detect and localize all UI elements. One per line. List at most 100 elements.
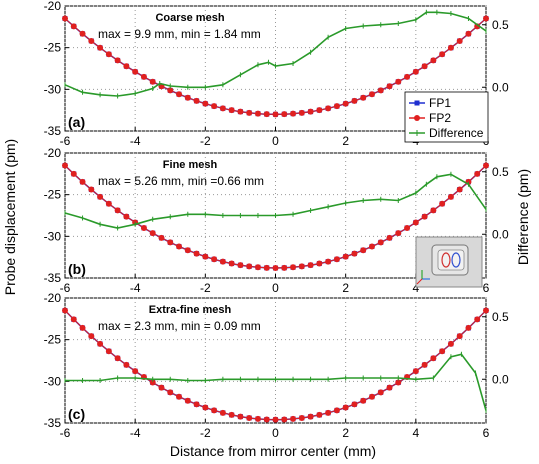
fp2-point <box>421 213 428 220</box>
fp2-point <box>149 379 156 386</box>
fp2-point <box>88 333 95 340</box>
fp2-point <box>219 105 226 112</box>
fp2-point <box>176 243 183 250</box>
fp2-point <box>149 230 156 237</box>
x-tick-label: -2 <box>200 426 211 440</box>
y-right-tick-label: 0.5 <box>492 310 509 324</box>
y-axis-left-label: Probe displacement (pm) <box>2 139 18 295</box>
fp2-point <box>483 15 489 22</box>
fp2-point <box>114 57 121 64</box>
fp2-point <box>307 108 314 115</box>
fp2-point <box>123 63 130 70</box>
fp2-point <box>97 44 104 51</box>
fp2-point <box>88 37 95 44</box>
fp2-point <box>184 397 191 404</box>
x-tick-label: 0 <box>272 134 279 148</box>
fp2-point <box>105 348 112 355</box>
fp2-point <box>281 416 288 423</box>
fp2-point <box>193 97 200 104</box>
fp2-point <box>325 258 332 265</box>
x-tick-label: -4 <box>130 281 141 295</box>
x-axis-label: Distance from mirror center (mm) <box>170 443 376 459</box>
fp2-point <box>176 91 183 98</box>
fp2-point <box>430 207 437 214</box>
fp2-point <box>447 340 454 347</box>
fp2-point <box>70 170 77 177</box>
panel-label: (b) <box>68 261 86 277</box>
fp2-point <box>114 355 121 362</box>
x-tick-label: 2 <box>342 426 349 440</box>
fp2-point <box>360 247 367 254</box>
panel-label: (c) <box>68 406 85 422</box>
fp2-point <box>263 416 270 423</box>
fp2-point <box>132 368 139 375</box>
y-left-tick-label: -30 <box>44 82 62 96</box>
fp2-point <box>79 178 86 185</box>
fp2-point <box>105 200 112 207</box>
fp2-point <box>88 186 95 193</box>
panel-title: Fine mesh <box>163 159 218 171</box>
fp2-point <box>184 94 191 101</box>
x-tick-label: -4 <box>130 426 141 440</box>
y-left-tick-label: -25 <box>44 41 62 55</box>
fp2-point <box>360 397 367 404</box>
x-tick-label: 2 <box>342 134 349 148</box>
x-tick-label: 2 <box>342 281 349 295</box>
fp2-point <box>167 239 174 246</box>
fp2-point <box>202 100 209 107</box>
fp2-point <box>246 414 253 421</box>
fp2-point <box>430 57 437 64</box>
fp2-point <box>465 30 472 37</box>
fp2-point <box>316 107 323 114</box>
panel-subtitle: max = 5.26 mm, min =0.66 mm <box>98 174 264 188</box>
fp2-point <box>202 253 209 260</box>
fp2-point <box>254 110 261 117</box>
fp2-point <box>272 111 279 118</box>
fp2-point <box>228 260 235 267</box>
fp2-point <box>351 97 358 104</box>
fp2-point <box>377 239 384 246</box>
fp2-point <box>79 30 86 37</box>
fp2-point <box>167 87 174 94</box>
fp2-point <box>237 413 244 420</box>
x-tick-label: -2 <box>200 134 211 148</box>
fp2-point <box>211 407 218 414</box>
legend-label: FP1 <box>429 96 451 110</box>
fp2-point <box>219 409 226 416</box>
fp2-point <box>79 324 86 331</box>
plot-frame <box>64 297 487 424</box>
fp2-point <box>474 316 481 323</box>
fp2-point <box>447 44 454 51</box>
y-right-tick-label: 0.0 <box>492 372 509 386</box>
fp2-point <box>290 264 297 271</box>
legend-label: FP2 <box>429 111 451 125</box>
fp2-point <box>325 105 332 112</box>
fp2-point <box>254 415 261 422</box>
y-left-tick-label: -25 <box>44 188 62 202</box>
fp2-point <box>105 51 112 58</box>
fp2-point <box>412 68 419 75</box>
fp2-point <box>483 307 489 314</box>
legend-marker-square <box>414 100 420 106</box>
panel-title: Coarse mesh <box>155 12 224 24</box>
difference-line <box>64 173 487 229</box>
fp2-point <box>62 307 68 314</box>
fp2-point <box>298 263 305 270</box>
fp2-point <box>333 407 340 414</box>
fp2-point <box>211 256 218 263</box>
fp2-point <box>412 368 419 375</box>
fp2-point <box>263 111 270 118</box>
fp2-point <box>132 68 139 75</box>
x-tick-label: 6 <box>483 281 490 295</box>
fp2-point <box>219 258 226 265</box>
panel-subtitle: max = 9.9 mm, min = 1.84 mm <box>98 27 261 41</box>
fp2-point <box>254 264 261 271</box>
y-left-tick-label: -20 <box>44 291 62 305</box>
y-left-tick-label: -20 <box>44 146 62 160</box>
fp2-point <box>316 260 323 267</box>
fp2-point <box>290 415 297 422</box>
legend-label: Difference <box>429 126 484 140</box>
